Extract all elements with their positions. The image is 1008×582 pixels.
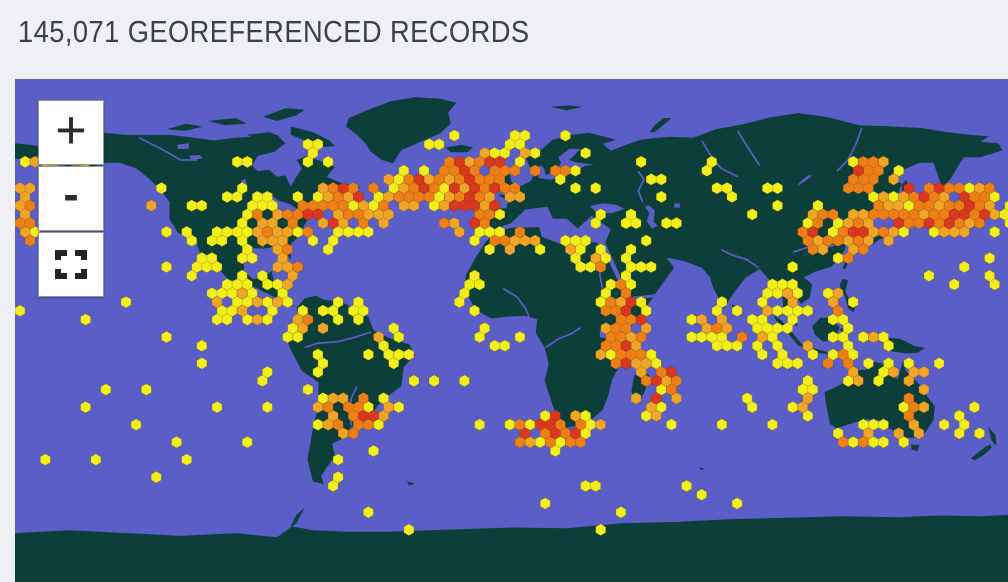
fullscreen-button[interactable] — [38, 232, 104, 297]
hexbin-layer — [15, 129, 1008, 536]
world-hexbin-map — [15, 79, 1008, 582]
page-title: 145,071 GEOREFERENCED RECORDS — [18, 14, 530, 49]
header: 145,071 GEOREFERENCED RECORDS — [0, 0, 1008, 79]
minus-icon: - — [63, 167, 79, 220]
map-container[interactable]: + - — [15, 79, 1008, 582]
map-controls: + - — [38, 100, 104, 297]
plus-icon: + — [55, 99, 87, 160]
zoom-in-button[interactable]: + — [38, 100, 104, 165]
hexbin-red-cells — [302, 155, 990, 440]
hexbin-yellow-cells — [15, 129, 1008, 536]
fullscreen-icon — [55, 250, 87, 279]
zoom-out-button[interactable]: - — [38, 166, 104, 231]
